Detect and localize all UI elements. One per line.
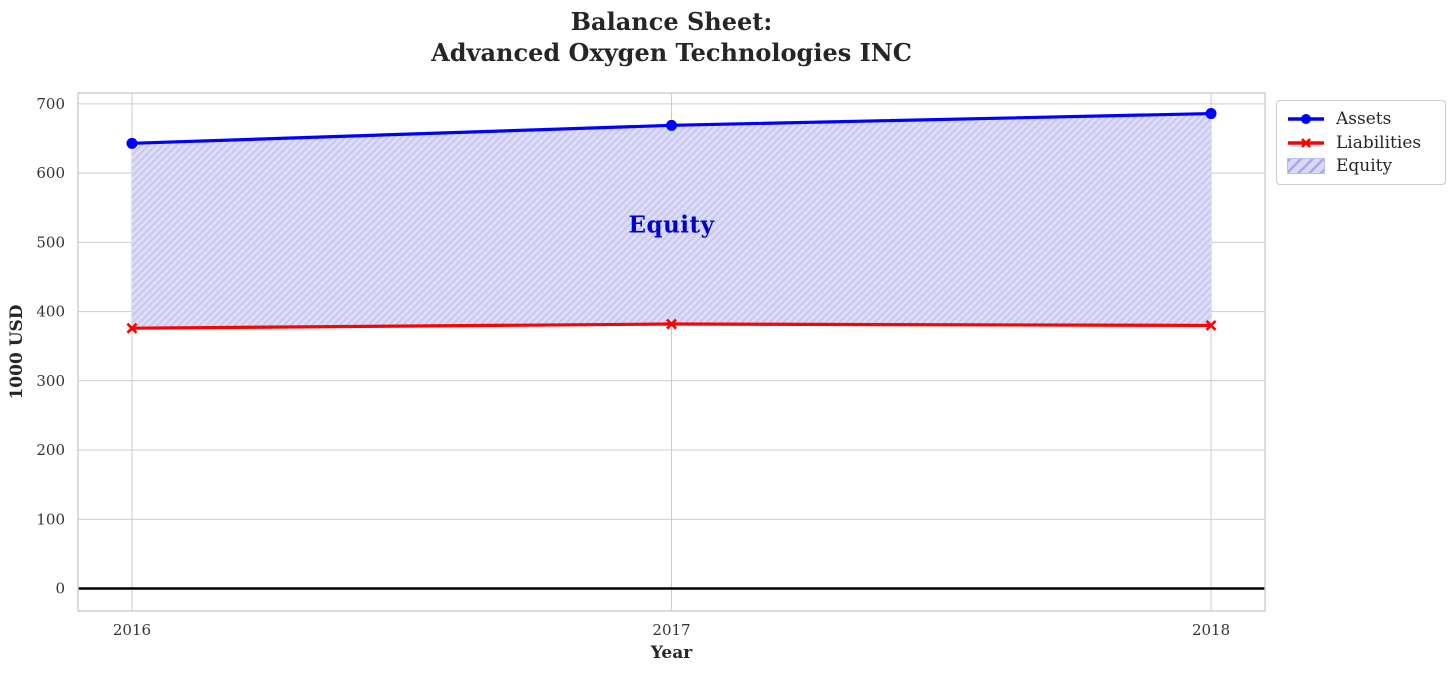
assets-marker [1205, 108, 1217, 120]
plot-border [77, 92, 1266, 612]
y-tick-label: 300 [36, 372, 65, 390]
y-tick-label: 400 [36, 303, 65, 321]
y-tick-label: 0 [55, 579, 65, 597]
equity-area [131, 113, 1212, 329]
liabilities-marker [666, 318, 677, 330]
legend-label-equity: Equity [1336, 156, 1393, 176]
assets-marker [666, 119, 677, 131]
legend-item-equity: Equity [1287, 155, 1435, 177]
x-tick-label: 2018 [1192, 621, 1230, 639]
y-tick-label: 100 [36, 510, 65, 528]
liabilities-marker [126, 322, 138, 334]
liabilities-marker [1205, 319, 1217, 331]
y-tick-label: 500 [36, 233, 65, 251]
legend: Assets Liabilities Equity [1276, 100, 1446, 185]
y-axis-label: 1000 USD [7, 304, 27, 400]
x-tick-label: 2017 [652, 621, 690, 639]
legend-label-liabilities: Liabilities [1336, 132, 1422, 153]
legend-item-assets: Assets [1287, 108, 1435, 130]
legend-item-liabilities: Liabilities [1287, 132, 1435, 154]
y-tick-label: 600 [36, 164, 65, 182]
y-tick-label: 200 [36, 441, 65, 459]
y-tick-label: 700 [36, 95, 65, 113]
equity-area-label: Equity [628, 211, 715, 239]
liabilities-line-sample-icon [1288, 137, 1324, 148]
x-tick-label: 2016 [113, 621, 151, 639]
chart-title: Balance Sheet: Advanced Oxygen Technolog… [431, 7, 912, 67]
x-axis-label: Year [650, 643, 693, 663]
assets-marker [126, 137, 138, 149]
equity-hatch-sample-icon [1287, 158, 1325, 174]
assets-line-sample-icon [1288, 114, 1324, 124]
legend-label-assets: Assets [1336, 109, 1392, 129]
